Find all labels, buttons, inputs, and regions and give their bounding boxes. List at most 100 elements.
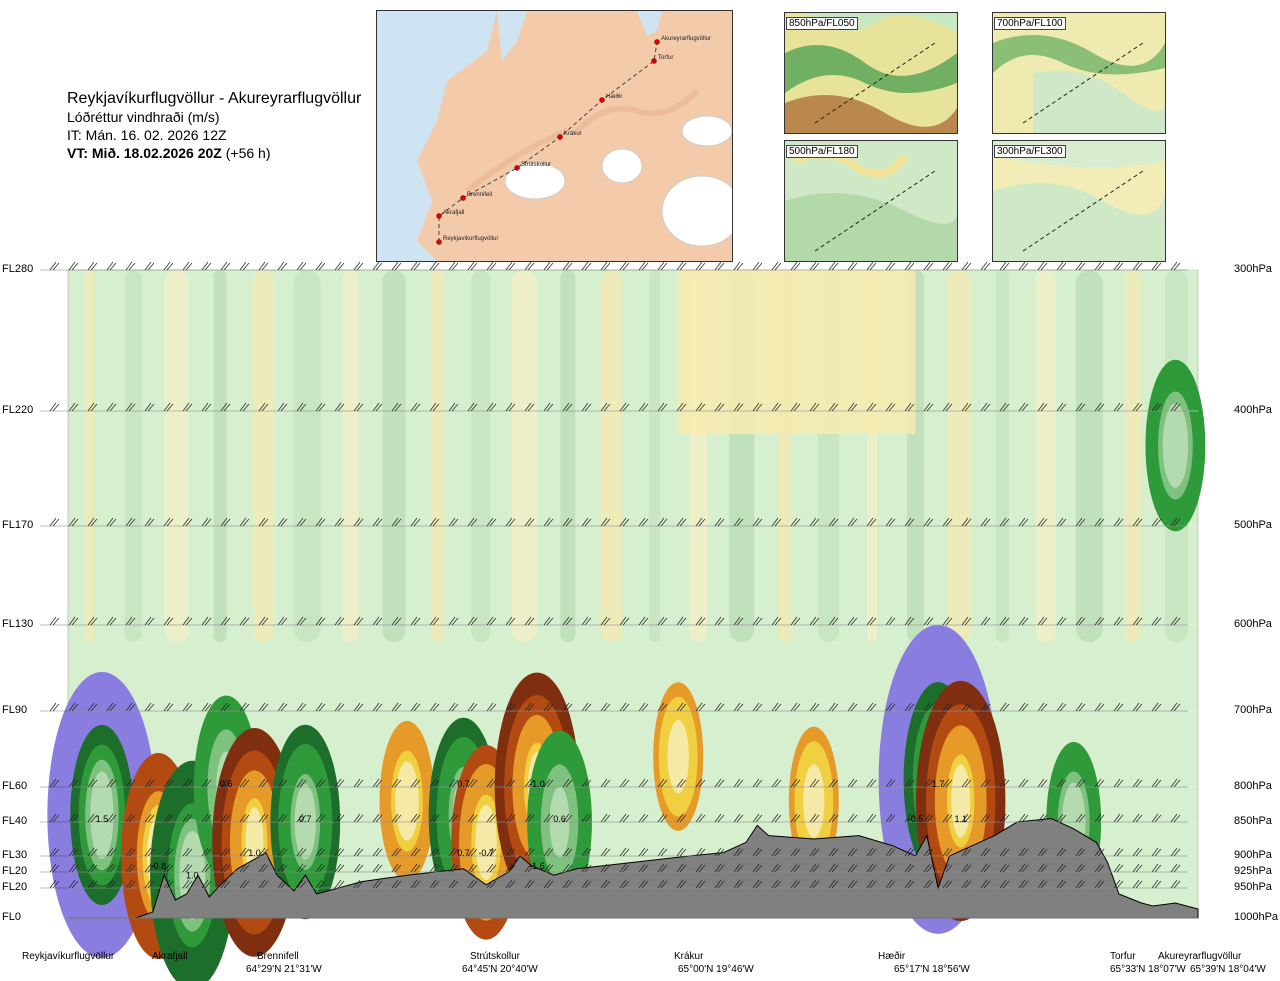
- left-axis-label: FL40: [2, 815, 28, 827]
- wind-barb: [1094, 702, 1102, 712]
- wind-barb: [600, 517, 608, 527]
- wind-barb: [220, 402, 228, 412]
- wind-barb-feather: [1097, 617, 1105, 626]
- upper-band: [946, 270, 971, 643]
- wind-barb-feather: [147, 880, 155, 889]
- wind-barb: [562, 702, 570, 712]
- wind-barb-feather: [147, 779, 155, 788]
- wind-barb: [809, 847, 817, 857]
- wind-barb-feather: [603, 880, 611, 889]
- wind-barb-feather: [451, 518, 459, 527]
- wind-barb: [296, 813, 304, 823]
- wind-barb-feather: [641, 864, 649, 873]
- wind-barb: [1132, 616, 1140, 626]
- wind-barb-feather: [584, 703, 592, 712]
- wind-barb: [904, 879, 912, 889]
- wind-barb: [942, 517, 950, 527]
- route-map-graphic: Akureyrarflugvöllur Torfur Hæðir Krákur Strú…: [377, 11, 732, 261]
- wind-barb-feather: [318, 703, 326, 712]
- wind-barb-feather: [1173, 814, 1181, 823]
- right-axis-label: 400hPa: [1234, 404, 1272, 416]
- wind-barb-feather: [546, 262, 554, 271]
- wind-barb: [1132, 517, 1140, 527]
- wind-barb-feather: [337, 864, 345, 873]
- wind-barb: [581, 813, 589, 823]
- wind-barb: [942, 863, 950, 873]
- wind-barb-feather: [565, 814, 573, 823]
- wind-barb-feather: [679, 880, 687, 889]
- wind-barb: [1094, 261, 1102, 271]
- wind-barb: [1075, 261, 1083, 271]
- wind-barb-feather: [508, 518, 516, 527]
- wind-barb: [695, 261, 703, 271]
- wind-barb: [448, 261, 456, 271]
- left-axis-label: FL20: [2, 881, 28, 893]
- wind-barb: [258, 847, 266, 857]
- wind-barb-feather: [394, 262, 402, 271]
- wind-barb-feather: [926, 880, 934, 889]
- wind-barb: [353, 813, 361, 823]
- wind-barb: [809, 863, 817, 873]
- wind-barb: [1094, 402, 1102, 412]
- wind-barb: [201, 261, 209, 271]
- lead-time: (+56 h): [225, 145, 271, 161]
- wind-barb-feather: [1078, 262, 1086, 271]
- wind-barb-feather: [1173, 617, 1181, 626]
- map-waypoints: Akureyrarflugvöllur Torfur Hæðir Krákur Strú…: [436, 36, 711, 245]
- wind-barb-feather: [52, 848, 60, 857]
- wind-barb-feather: [280, 617, 288, 626]
- wind-barb: [467, 778, 475, 788]
- wind-barb-feather: [679, 617, 687, 626]
- wind-barb: [1056, 402, 1064, 412]
- wind-barb: [353, 616, 361, 626]
- wind-barb: [581, 863, 589, 873]
- level-label-300: 300hPa/FL300: [994, 145, 1066, 158]
- value-label: 1.1: [954, 814, 967, 824]
- wind-barb-feather: [1021, 848, 1029, 857]
- wind-barb-feather: [603, 864, 611, 873]
- wind-barb: [334, 847, 342, 857]
- wind-barb-feather: [147, 703, 155, 712]
- wind-barb-feather: [527, 403, 535, 412]
- wind-barb: [49, 261, 57, 271]
- wind-barb: [353, 879, 361, 889]
- wind-barb: [505, 702, 513, 712]
- wind-barb: [296, 879, 304, 889]
- wind-barb-feather: [755, 403, 763, 412]
- wind-barb-feather: [983, 864, 991, 873]
- wind-barb-feather: [964, 814, 972, 823]
- wind-barb: [125, 517, 133, 527]
- wind-barb: [1151, 261, 1159, 271]
- wind-barb: [429, 813, 437, 823]
- wind-barb-feather: [565, 262, 573, 271]
- wind-barb-feather: [1116, 262, 1124, 271]
- wind-barb: [49, 847, 57, 857]
- wind-barb: [600, 261, 608, 271]
- wind-barb-feather: [945, 864, 953, 873]
- wind-barb: [752, 863, 760, 873]
- wind-barb: [714, 847, 722, 857]
- wind-barb: [828, 847, 836, 857]
- wind-barb-feather: [166, 403, 174, 412]
- wind-barb-feather: [1154, 703, 1162, 712]
- wind-barb: [1018, 402, 1026, 412]
- wind-barb-feather: [71, 617, 79, 626]
- wind-barb: [410, 702, 418, 712]
- wind-barb-feather: [470, 617, 478, 626]
- wind-barb-feather: [983, 880, 991, 889]
- wind-barb-feather: [1173, 779, 1181, 788]
- wind-barb-feather: [508, 403, 516, 412]
- wind-barb-feather: [394, 880, 402, 889]
- value-label: -0.8: [151, 861, 167, 871]
- wind-barb-feather: [356, 864, 364, 873]
- wind-barb: [942, 261, 950, 271]
- wind-barb: [847, 702, 855, 712]
- wind-barb: [980, 402, 988, 412]
- wind-barb-feather: [1173, 703, 1181, 712]
- wind-barb: [410, 847, 418, 857]
- wind-barb: [296, 778, 304, 788]
- wind-barb-feather: [755, 864, 763, 873]
- wind-barb: [505, 616, 513, 626]
- wind-barb: [410, 402, 418, 412]
- wind-barb: [68, 863, 76, 873]
